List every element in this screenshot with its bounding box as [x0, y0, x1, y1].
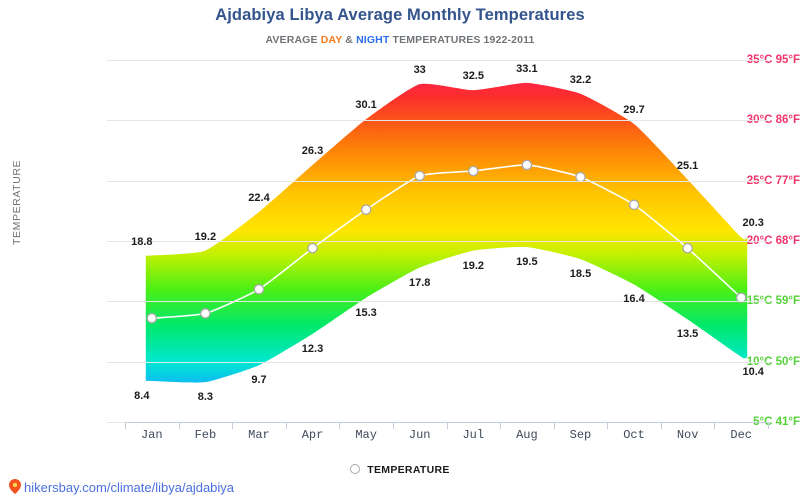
source-link[interactable]: hikersbay.com/climate/libya/ajdabiya — [9, 479, 234, 495]
x-axis-label-feb: Feb — [194, 428, 217, 442]
x-axis-label-mar: Mar — [248, 428, 270, 442]
page-title: Ajdabiya Libya Average Monthly Temperatu… — [215, 6, 585, 24]
mean-temperature-marker[interactable] — [468, 165, 479, 177]
x-axis-tick-mark — [607, 422, 609, 429]
gridline — [125, 60, 768, 61]
y-axis-tick-label: 15°C 59°F — [746, 295, 800, 308]
x-axis-tick-mark — [178, 422, 180, 429]
y-axis-tick-label: 5°C 41°F — [753, 416, 800, 428]
y-axis-title: TEMPERATURE — [11, 159, 23, 245]
mean-temperature-marker[interactable] — [414, 170, 425, 182]
x-axis-tick-mark — [714, 422, 716, 429]
y-axis-tick-label: 25°C 77°F — [746, 174, 800, 187]
x-axis-tick-mark — [660, 422, 662, 429]
day-temperature-label-may: 30.1 — [355, 99, 377, 112]
gridline-stub — [107, 361, 125, 363]
day-temperature-label-aug: 33.1 — [516, 62, 538, 75]
gridline — [125, 361, 768, 363]
x-axis-label-nov: Nov — [676, 428, 699, 442]
day-temperature-label-oct: 29.7 — [623, 104, 645, 116]
x-axis-label-dec: Dec — [730, 428, 752, 442]
legend[interactable]: TEMPERATURE — [0, 464, 800, 476]
x-axis-label-apr: Apr — [301, 428, 324, 442]
mean-temperature-marker[interactable] — [200, 308, 211, 319]
night-temperature-label-sep: 18.5 — [569, 268, 592, 281]
y-axis-tick-label: 35°C 95°F — [746, 54, 800, 66]
x-axis-tick-mark — [339, 422, 341, 429]
x-axis-tick-mark — [768, 422, 769, 429]
gridline-stub — [107, 422, 125, 423]
mean-temperature-marker[interactable] — [307, 242, 318, 254]
x-axis-tick-mark — [392, 422, 394, 429]
x-axis-label-jun: Jun — [408, 428, 431, 442]
night-temperature-label-dec: 10.4 — [742, 365, 764, 378]
night-temperature-label-jul: 19.2 — [462, 259, 485, 272]
night-temperature-label-aug: 19.5 — [516, 256, 538, 268]
y-axis-tick-label: 30°C 86°F — [746, 114, 800, 127]
night-temperature-label-jan: 8.4 — [134, 390, 150, 402]
night-temperature-label-jun: 17.8 — [408, 276, 431, 289]
x-axis-tick-mark — [446, 422, 448, 429]
y-axis-tick-label: 20°C 68°F — [746, 235, 800, 247]
y-axis-tick-label: 10°C 50°F — [746, 355, 800, 368]
subtitle-ampersand: & — [342, 34, 357, 46]
day-temperature-label-nov: 25.1 — [676, 159, 699, 172]
subtitle-day-word: DAY — [320, 34, 343, 46]
day-temperature-label-mar: 22.4 — [248, 192, 270, 204]
mean-marker-group — [146, 159, 747, 324]
gridline — [125, 241, 768, 242]
map-pin-icon — [9, 479, 21, 495]
x-axis-label-sep: Sep — [569, 428, 592, 442]
subtitle-night-word: NIGHT — [356, 34, 390, 46]
day-temperature-label-feb: 19.2 — [194, 230, 217, 243]
night-temperature-label-nov: 13.5 — [676, 328, 699, 341]
x-axis-label-jul: Jul — [462, 428, 485, 442]
day-temperature-label-jul: 32.5 — [462, 70, 485, 83]
x-axis-tick-mark — [125, 422, 126, 429]
gridline-stub — [107, 301, 125, 303]
x-axis-tick-mark — [232, 422, 234, 429]
day-temperature-label-apr: 26.3 — [301, 145, 324, 157]
gridline-stub — [107, 241, 125, 242]
circle-outline-icon — [350, 464, 361, 475]
night-temperature-label-feb: 8.3 — [197, 391, 214, 404]
legend-label: TEMPERATURE — [367, 464, 450, 477]
mean-temperature-marker[interactable] — [682, 242, 693, 254]
x-axis-tick-mark — [553, 422, 555, 429]
x-axis-tick-mark — [500, 422, 502, 429]
gridline-stub — [107, 120, 125, 122]
subtitle-prefix: AVERAGE — [265, 34, 321, 46]
gridline-stub — [107, 180, 125, 182]
mean-temperature-marker[interactable] — [628, 199, 640, 211]
night-temperature-label-may: 15.3 — [355, 306, 377, 319]
chart-subtitle: AVERAGE DAY & NIGHT TEMPERATURES 1922-20… — [0, 34, 800, 46]
day-temperature-label-jun: 33 — [413, 64, 426, 77]
gridline — [125, 301, 768, 303]
day-temperature-label-dec: 20.3 — [742, 217, 764, 230]
x-axis-label-jan: Jan — [140, 428, 163, 442]
x-axis-tick-mark — [285, 422, 287, 429]
mean-temperature-marker[interactable] — [146, 312, 158, 324]
gridline-stub — [107, 60, 125, 61]
subtitle-suffix: TEMPERATURES 1922-2011 — [389, 34, 535, 46]
night-temperature-label-oct: 16.4 — [623, 293, 645, 306]
gridline — [125, 180, 768, 182]
mean-temperature-marker[interactable] — [521, 159, 533, 171]
plot-area: 18.8 19.2 22.4 26.3 30.1 33 32.5 33.1 32.2 29.7 25… — [125, 60, 768, 423]
mean-temperature-marker[interactable] — [360, 204, 372, 215]
gridline — [125, 120, 768, 122]
x-axis-label-may: May — [355, 428, 377, 442]
temperature-area-chart — [145, 82, 748, 383]
night-temperature-label-apr: 12.3 — [301, 342, 324, 355]
night-temperature-label-mar: 9.7 — [251, 374, 267, 387]
source-url: hikersbay.com/climate/libya/ajdabiya — [24, 480, 235, 496]
day-temperature-label-sep: 32.2 — [569, 73, 592, 86]
x-axis-label-oct: Oct — [623, 428, 645, 442]
mean-temperature-marker[interactable] — [253, 284, 265, 295]
day-temperature-label-jan: 18.8 — [131, 235, 153, 248]
x-axis-label-aug: Aug — [516, 428, 538, 442]
